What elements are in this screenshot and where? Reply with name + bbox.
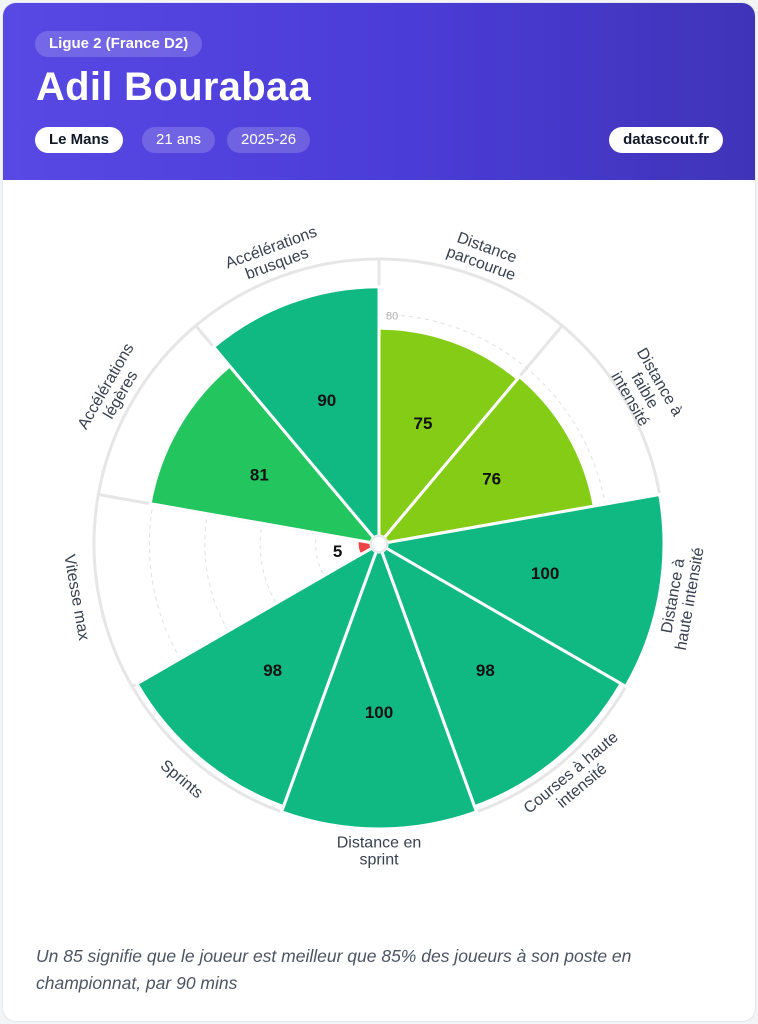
chart-footnote: Un 85 signifie que le joueur est meilleu… [36, 946, 632, 993]
category-label-line: sprint [359, 851, 399, 868]
league-badge: Ligue 2 (France D2) [35, 31, 203, 57]
value-label-4: 98 [476, 661, 495, 680]
value-label-7: 5 [333, 542, 342, 561]
category-label-line: Distance en [337, 834, 422, 851]
age-badge: 21 ans [142, 127, 216, 153]
category-label-text: Distance en sprint [337, 834, 422, 868]
percentile-radar-chart: 80 75 76 100 98 100 98 5 81 90 Distanceparcourue Di… [3, 180, 755, 920]
brand-badge[interactable]: datascout.fr [609, 127, 723, 153]
category-label-line: Vitesse max [61, 553, 93, 641]
team-badge: Le Mans [35, 127, 124, 153]
category-label-5: Distance en sprint [337, 834, 422, 868]
value-label-1: 75 [413, 414, 432, 433]
category-label-text: Vitesse max [61, 553, 93, 641]
value-label-9: 90 [317, 391, 336, 410]
chart-canvas: 807576100981009858190DistanceparcourueDi… [61, 223, 707, 868]
value-label-5: 100 [365, 703, 393, 722]
value-label-3: 100 [531, 564, 559, 583]
value-label-8: 81 [250, 465, 269, 484]
player-name: Adil Bourabaa [36, 65, 312, 109]
category-label-7: Vitesse max [61, 553, 93, 641]
value-label-2: 76 [482, 469, 501, 488]
value-label-6: 98 [263, 661, 282, 680]
card-header: Ligue 2 (France D2) Adil Bourabaa Le Man… [3, 3, 755, 180]
ring-tick-label: 80 [386, 310, 398, 322]
center-hub [370, 535, 388, 553]
season-badge: 2025-26 [227, 127, 311, 153]
